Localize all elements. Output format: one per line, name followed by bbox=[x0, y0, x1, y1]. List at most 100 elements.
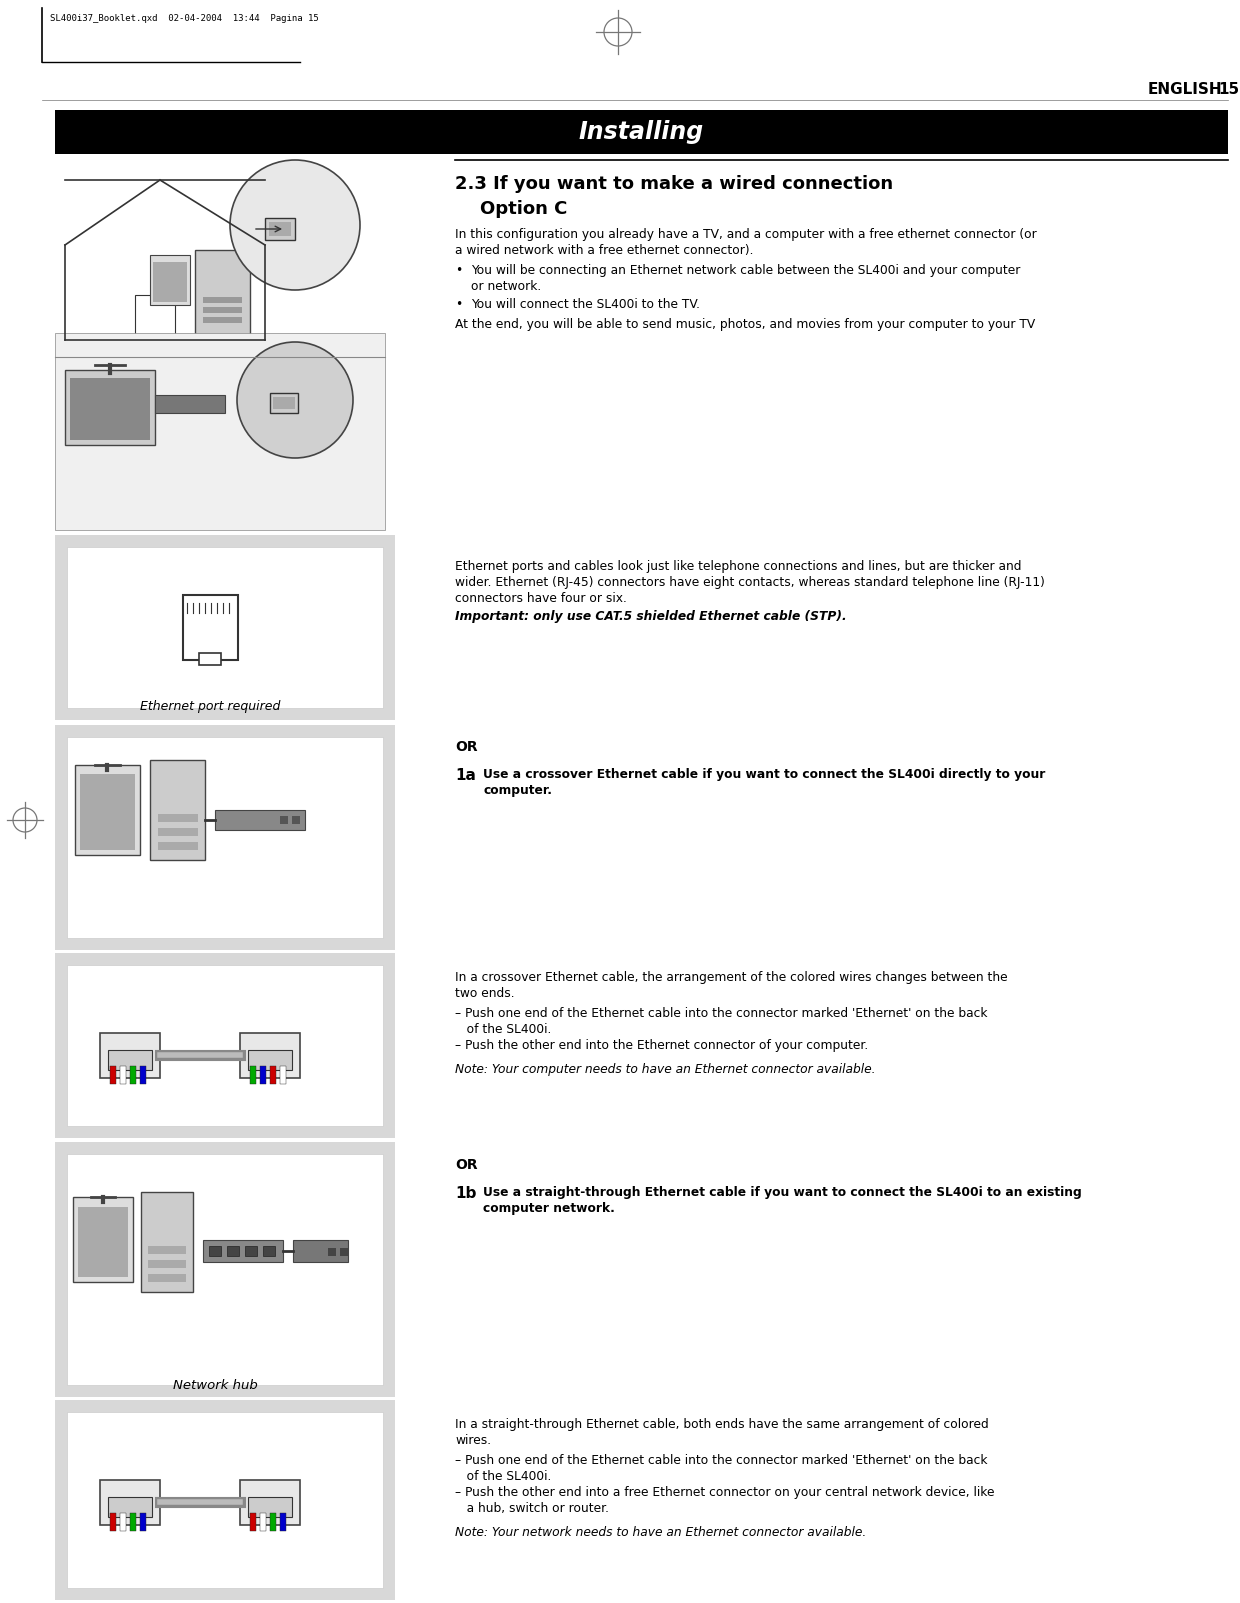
Text: – Push one end of the Ethernet cable into the connector marked 'Ethernet' on the: – Push one end of the Ethernet cable int… bbox=[455, 1007, 987, 1020]
Bar bbox=[110, 1066, 117, 1084]
Text: In a crossover Ethernet cable, the arrangement of the colored wires changes betw: In a crossover Ethernet cable, the arran… bbox=[455, 971, 1008, 984]
Bar bbox=[55, 954, 396, 1138]
Bar bbox=[55, 725, 396, 951]
Text: – Push one end of the Ethernet cable into the connector marked 'Ethernet' on the: – Push one end of the Ethernet cable int… bbox=[455, 1454, 987, 1467]
Text: Ethernet port required: Ethernet port required bbox=[140, 701, 280, 713]
Text: Option C: Option C bbox=[455, 200, 568, 218]
Bar bbox=[248, 1050, 291, 1069]
Bar bbox=[210, 1246, 221, 1257]
Bar bbox=[67, 737, 383, 938]
Bar bbox=[69, 378, 150, 439]
Bar bbox=[55, 1141, 396, 1396]
Bar bbox=[100, 1480, 160, 1524]
Circle shape bbox=[237, 341, 353, 458]
Bar bbox=[135, 295, 175, 340]
Text: or network.: or network. bbox=[471, 281, 541, 293]
Bar bbox=[108, 1050, 153, 1069]
Bar bbox=[157, 842, 198, 850]
Bar bbox=[265, 218, 295, 240]
Text: OR: OR bbox=[455, 1157, 477, 1172]
Bar bbox=[130, 349, 190, 365]
Text: two ends.: two ends. bbox=[455, 987, 515, 1000]
Bar bbox=[140, 1513, 146, 1531]
Text: In this configuration you already have a TV, and a computer with a free ethernet: In this configuration you already have a… bbox=[455, 228, 1037, 240]
Bar bbox=[329, 1249, 336, 1257]
Bar bbox=[148, 1260, 186, 1268]
Bar bbox=[130, 1513, 136, 1531]
Bar bbox=[215, 810, 305, 830]
Bar bbox=[55, 111, 1228, 154]
Text: – Push the other end into the Ethernet connector of your computer.: – Push the other end into the Ethernet c… bbox=[455, 1039, 868, 1052]
Text: At the end, you will be able to send music, photos, and movies from your compute: At the end, you will be able to send mus… bbox=[455, 317, 1035, 330]
Text: You will be connecting an Ethernet network cable between the SL400i and your com: You will be connecting an Ethernet netwo… bbox=[471, 264, 1021, 277]
Text: Network hub: Network hub bbox=[172, 1379, 258, 1391]
Bar bbox=[203, 297, 242, 303]
Text: computer.: computer. bbox=[484, 784, 552, 797]
Bar bbox=[293, 1241, 348, 1262]
Text: wider. Ethernet (RJ-45) connectors have eight contacts, whereas standard telepho: wider. Ethernet (RJ-45) connectors have … bbox=[455, 575, 1045, 588]
Text: OR: OR bbox=[455, 741, 477, 753]
Bar bbox=[100, 1032, 160, 1077]
Bar bbox=[195, 250, 250, 335]
Text: Ethernet ports and cables look just like telephone connections and lines, but ar: Ethernet ports and cables look just like… bbox=[455, 559, 1022, 572]
Text: Installing: Installing bbox=[579, 120, 704, 144]
Bar bbox=[73, 1197, 133, 1282]
Bar bbox=[280, 1513, 286, 1531]
Bar bbox=[120, 1066, 126, 1084]
Bar bbox=[241, 1480, 300, 1524]
Bar bbox=[150, 760, 205, 859]
Text: SL400i37_Booklet.qxd  02-04-2004  13:44  Pagina 15: SL400i37_Booklet.qxd 02-04-2004 13:44 Pa… bbox=[50, 14, 319, 22]
Bar bbox=[55, 333, 384, 531]
Bar bbox=[81, 774, 135, 850]
Bar bbox=[157, 829, 198, 837]
Bar bbox=[250, 1513, 255, 1531]
Bar bbox=[227, 1246, 239, 1257]
Bar bbox=[198, 652, 221, 665]
Bar bbox=[260, 1066, 267, 1084]
Bar bbox=[280, 1066, 286, 1084]
Bar bbox=[141, 1193, 193, 1292]
Bar bbox=[260, 1513, 267, 1531]
Bar bbox=[340, 1249, 348, 1257]
Text: ENGLISH: ENGLISH bbox=[1148, 82, 1223, 98]
Bar bbox=[273, 398, 295, 409]
Text: Use a crossover Ethernet cable if you want to connect the SL400i directly to you: Use a crossover Ethernet cable if you wa… bbox=[484, 768, 1045, 781]
Bar bbox=[55, 1399, 396, 1600]
Bar bbox=[148, 1246, 186, 1254]
Text: – Push the other end into a free Ethernet connector on your central network devi: – Push the other end into a free Etherne… bbox=[455, 1486, 994, 1499]
Bar bbox=[248, 1497, 291, 1516]
Bar bbox=[140, 1066, 146, 1084]
Bar bbox=[291, 816, 300, 824]
Bar bbox=[67, 547, 383, 709]
Text: 1b: 1b bbox=[455, 1186, 476, 1201]
Bar bbox=[203, 317, 242, 322]
Bar bbox=[153, 261, 187, 301]
Bar bbox=[150, 255, 190, 305]
Bar bbox=[263, 1246, 275, 1257]
Text: Note: Your computer needs to have an Ethernet connector available.: Note: Your computer needs to have an Eth… bbox=[455, 1063, 875, 1076]
Bar bbox=[74, 765, 140, 854]
Bar bbox=[148, 1274, 186, 1282]
Bar bbox=[250, 1066, 255, 1084]
Bar bbox=[67, 965, 383, 1125]
Bar bbox=[120, 1513, 126, 1531]
Bar bbox=[270, 1066, 277, 1084]
Text: of the SL400i.: of the SL400i. bbox=[455, 1470, 552, 1483]
Text: Important: only use CAT.5 shielded Ethernet cable (STP).: Important: only use CAT.5 shielded Ether… bbox=[455, 611, 847, 624]
Text: 1a: 1a bbox=[455, 768, 476, 782]
Bar bbox=[246, 1246, 257, 1257]
Text: connectors have four or six.: connectors have four or six. bbox=[455, 592, 627, 604]
Bar bbox=[64, 370, 155, 446]
Text: of the SL400i.: of the SL400i. bbox=[455, 1023, 552, 1036]
Text: Use a straight-through Ethernet cable if you want to connect the SL400i to an ex: Use a straight-through Ethernet cable if… bbox=[484, 1186, 1081, 1199]
Bar bbox=[270, 1513, 277, 1531]
Bar bbox=[270, 393, 298, 414]
Bar bbox=[241, 1032, 300, 1077]
Bar bbox=[130, 1066, 136, 1084]
Text: In a straight-through Ethernet cable, both ends have the same arrangement of col: In a straight-through Ethernet cable, bo… bbox=[455, 1419, 988, 1431]
Bar bbox=[184, 595, 238, 660]
Text: •: • bbox=[455, 298, 463, 311]
Text: computer network.: computer network. bbox=[484, 1202, 615, 1215]
Bar bbox=[269, 221, 291, 236]
Text: a hub, switch or router.: a hub, switch or router. bbox=[455, 1502, 609, 1515]
